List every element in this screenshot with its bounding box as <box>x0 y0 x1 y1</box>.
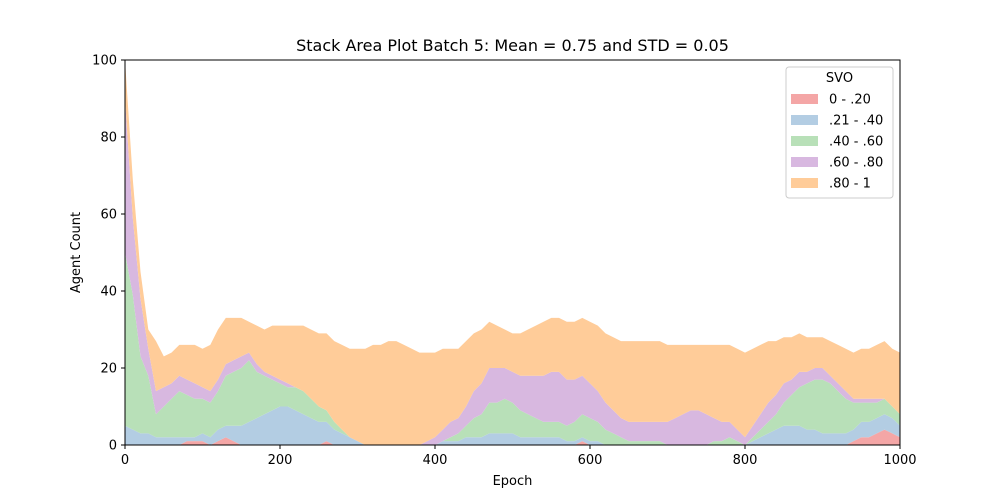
legend: SVO 0 - .20 .21 - .40 .40 - .60 .60 - .80 .8… <box>785 66 894 199</box>
x-tick-label: 200 <box>268 453 293 468</box>
chart-title: Stack Area Plot Batch 5: Mean = 0.75 and… <box>296 36 729 55</box>
y-tick-label: 80 <box>100 131 117 146</box>
y-axis: 0 20 40 60 80 100 <box>92 54 125 454</box>
legend-swatch-5 <box>791 178 818 188</box>
y-axis-label: Agent Count <box>69 212 84 293</box>
legend-title: SVO <box>826 71 853 86</box>
area-layer <box>125 60 900 445</box>
legend-items: 0 - .20 .21 - .40 .40 - .60 .60 - .80 .80 - … <box>791 93 883 192</box>
y-tick-label: 0 <box>109 439 117 454</box>
x-tick-label: 800 <box>733 453 758 468</box>
x-axis-label: Epoch <box>493 474 533 489</box>
legend-swatch-4 <box>791 157 818 167</box>
area-series-4 <box>125 98 900 445</box>
legend-label-4: .60 - .80 <box>829 156 883 171</box>
x-tick-label: 400 <box>423 453 448 468</box>
plot-frame <box>124 59 901 446</box>
legend-label-2: .21 - .40 <box>829 114 883 129</box>
area-series-2 <box>125 406 900 445</box>
legend-swatch-1 <box>791 94 818 104</box>
y-tick-label: 20 <box>100 362 117 377</box>
legend-label-5: .80 - 1 <box>829 177 871 192</box>
area-series-3 <box>125 252 900 445</box>
legend-label-1: 0 - .20 <box>829 93 871 108</box>
area-series-5 <box>125 60 900 445</box>
legend-swatch-3 <box>791 136 818 146</box>
x-tick-label: 600 <box>578 453 603 468</box>
x-tick-label: 0 <box>121 453 129 468</box>
y-tick-label: 60 <box>100 208 117 223</box>
area-series-1 <box>125 429 900 445</box>
x-tick-label: 1000 <box>883 453 916 468</box>
y-tick-label: 100 <box>92 54 117 69</box>
y-tick-label: 40 <box>100 285 117 300</box>
legend-label-3: .40 - .60 <box>829 135 883 150</box>
x-axis: 0 200 400 600 800 1000 <box>121 445 917 468</box>
legend-swatch-2 <box>791 115 818 125</box>
